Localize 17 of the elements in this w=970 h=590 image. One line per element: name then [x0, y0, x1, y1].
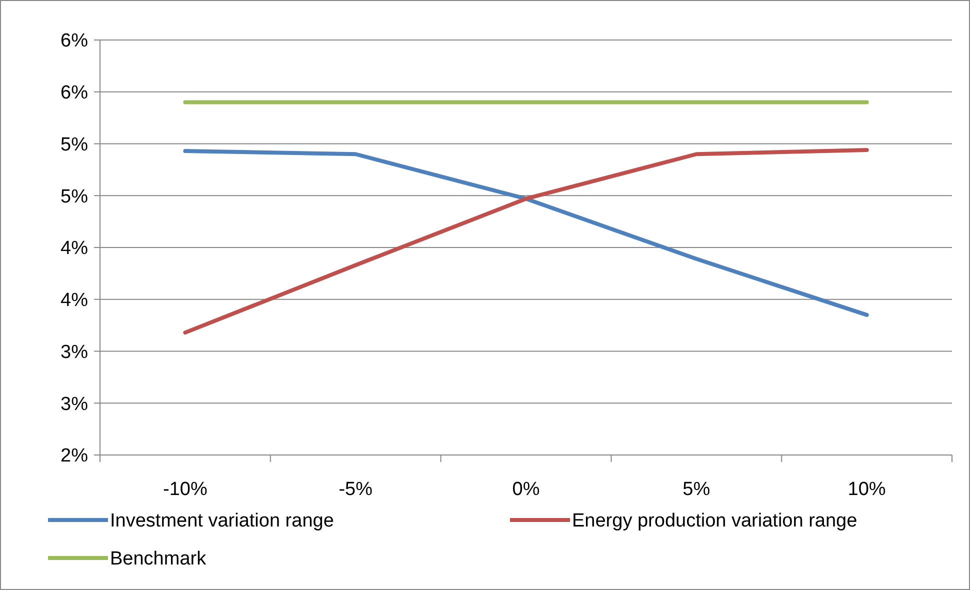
y-tick-label: 4% [60, 290, 88, 312]
x-tick-label: 0% [512, 479, 540, 500]
y-tick-label: 3% [60, 342, 88, 363]
y-tick-label: 2% [60, 446, 88, 467]
x-tick-label: 10% [848, 479, 886, 500]
legend-label: Energy production variation range [572, 510, 858, 532]
y-tick-label: 6% [60, 82, 88, 104]
legend-label: Benchmark [110, 548, 207, 570]
legend-label: Investment variation range [110, 510, 334, 532]
x-tick-label: -5% [338, 479, 373, 500]
y-tick-label: 5% [60, 134, 88, 156]
y-tick-label: 6% [60, 30, 88, 52]
x-tick-label: 5% [682, 479, 710, 500]
x-tick-label: -10% [163, 479, 208, 500]
y-tick-label: 5% [60, 186, 88, 208]
y-tick-label: 4% [60, 238, 88, 260]
y-tick-label: 3% [60, 394, 88, 415]
